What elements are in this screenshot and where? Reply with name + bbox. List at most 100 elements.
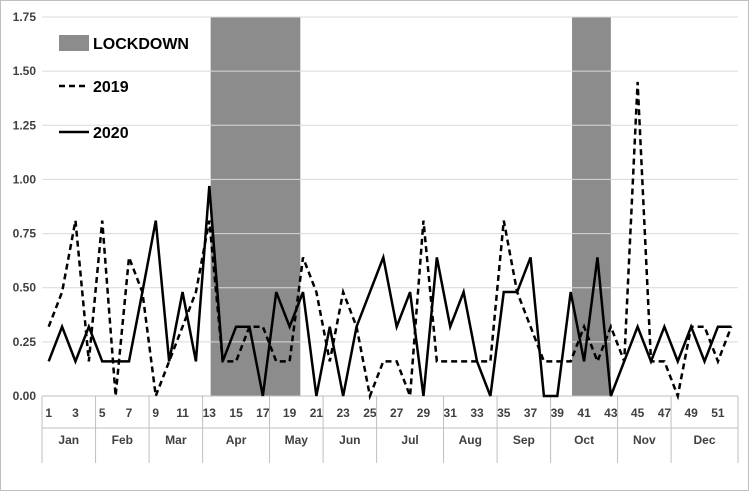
data-point-2019-week-20 xyxy=(302,256,304,258)
data-point-2019-week-27 xyxy=(395,360,397,362)
data-point-2020-week-18 xyxy=(275,291,277,293)
x-tick-label: 35 xyxy=(497,406,511,420)
y-tick-label: 1.75 xyxy=(13,10,37,24)
data-point-2019-week-22 xyxy=(329,360,331,362)
data-point-2020-week-15 xyxy=(235,325,237,327)
lockdown-band-1 xyxy=(210,17,301,396)
data-point-2019-week-26 xyxy=(382,360,384,362)
month-label-dec: Dec xyxy=(694,433,716,447)
data-point-2019-week-39 xyxy=(556,360,558,362)
x-tick-label: 25 xyxy=(363,406,377,420)
x-tick-label: 21 xyxy=(310,406,324,420)
data-point-2020-week-20 xyxy=(302,291,304,293)
data-point-2019-week-3 xyxy=(74,219,76,221)
data-point-2019-week-43 xyxy=(610,325,612,327)
data-point-2020-week-9 xyxy=(155,219,157,221)
data-point-2020-week-13 xyxy=(208,185,210,187)
month-label-mar: Mar xyxy=(165,433,187,447)
data-point-2020-week-6 xyxy=(114,360,116,362)
data-point-2019-week-51 xyxy=(717,360,719,362)
data-point-2019-week-1 xyxy=(47,325,49,327)
data-point-2020-week-25 xyxy=(369,291,371,293)
data-point-2020-week-34 xyxy=(489,395,491,397)
data-point-2020-week-46 xyxy=(650,360,652,362)
month-label-feb: Feb xyxy=(112,433,133,447)
data-point-2020-week-17 xyxy=(262,395,264,397)
series-line-2019 xyxy=(47,81,733,401)
data-point-2019-week-38 xyxy=(543,360,545,362)
data-point-2020-week-52 xyxy=(730,325,732,327)
data-point-2019-week-37 xyxy=(529,325,531,327)
data-point-2019-week-34 xyxy=(489,360,491,362)
data-point-2019-week-50 xyxy=(703,325,705,327)
data-point-2020-week-49 xyxy=(690,325,692,327)
data-point-2020-week-51 xyxy=(717,325,719,327)
month-label-apr: Apr xyxy=(226,433,247,447)
x-tick-label: 43 xyxy=(604,406,618,420)
data-point-2019-week-5 xyxy=(101,219,103,221)
x-tick-label: 15 xyxy=(229,406,243,420)
month-label-jan: Jan xyxy=(58,433,79,447)
data-point-2019-week-29 xyxy=(422,219,424,221)
data-point-2020-week-33 xyxy=(476,360,478,362)
data-point-2019-week-40 xyxy=(569,360,571,362)
data-point-2019-week-31 xyxy=(449,360,451,362)
data-point-2020-week-36 xyxy=(516,291,518,293)
data-point-2019-week-18 xyxy=(275,360,277,362)
legend-label-2020: 2020 xyxy=(93,125,129,142)
y-tick-label: 0.75 xyxy=(13,227,37,241)
legend-label-lockdown: LOCKDOWN xyxy=(93,36,189,53)
data-point-2020-week-22 xyxy=(329,325,331,327)
data-point-2020-week-21 xyxy=(315,395,317,397)
x-tick-label: 5 xyxy=(99,406,106,420)
data-point-2020-week-41 xyxy=(583,360,585,362)
legend: LOCKDOWN 2019 2020 xyxy=(59,35,189,142)
data-point-2020-week-38 xyxy=(543,395,545,397)
data-point-2020-week-30 xyxy=(436,256,438,258)
y-tick-label: 0.00 xyxy=(13,389,37,403)
data-point-2020-week-26 xyxy=(382,256,384,258)
data-point-2019-week-23 xyxy=(342,291,344,293)
data-point-2019-week-25 xyxy=(369,395,371,397)
data-point-2020-week-42 xyxy=(596,256,598,258)
data-point-2020-week-37 xyxy=(529,256,531,258)
month-label-oct: Oct xyxy=(574,433,594,447)
data-point-2019-week-21 xyxy=(315,291,317,293)
data-point-2019-week-17 xyxy=(262,325,264,327)
data-point-2020-week-11 xyxy=(181,291,183,293)
y-tick-label: 0.25 xyxy=(13,335,37,349)
data-point-2019-week-13 xyxy=(208,219,210,221)
data-point-2020-week-24 xyxy=(355,325,357,327)
month-label-nov: Nov xyxy=(633,433,656,447)
data-point-2020-week-28 xyxy=(409,291,411,293)
data-point-2019-week-42 xyxy=(596,360,598,362)
month-label-jun: Jun xyxy=(339,433,360,447)
month-label-may: May xyxy=(285,433,309,447)
data-point-2020-week-16 xyxy=(248,325,250,327)
data-point-2020-week-48 xyxy=(677,360,679,362)
y-tick-label: 0.50 xyxy=(13,281,37,295)
y-tick-label: 1.50 xyxy=(13,64,37,78)
data-point-2020-week-47 xyxy=(663,325,665,327)
data-point-2020-week-14 xyxy=(221,360,223,362)
month-label-sep: Sep xyxy=(513,433,535,447)
data-point-2019-week-41 xyxy=(583,325,585,327)
data-point-2020-week-45 xyxy=(636,325,638,327)
data-point-2019-week-47 xyxy=(663,360,665,362)
x-tick-label: 33 xyxy=(470,406,484,420)
y-tick-label: 1.00 xyxy=(13,172,37,186)
data-point-2019-week-6 xyxy=(114,395,116,397)
data-point-2019-week-7 xyxy=(128,256,130,258)
data-point-2019-week-4 xyxy=(88,360,90,362)
data-point-2019-week-19 xyxy=(288,360,290,362)
data-point-2020-week-27 xyxy=(395,325,397,327)
data-point-2019-week-28 xyxy=(409,395,411,397)
x-tick-label: 1 xyxy=(45,406,52,420)
x-tick-label: 29 xyxy=(417,406,431,420)
data-point-2019-week-45 xyxy=(636,81,638,83)
data-point-2020-week-8 xyxy=(141,291,143,293)
x-tick-label: 9 xyxy=(152,406,159,420)
x-tick-label: 17 xyxy=(256,406,270,420)
data-point-2020-week-35 xyxy=(503,291,505,293)
